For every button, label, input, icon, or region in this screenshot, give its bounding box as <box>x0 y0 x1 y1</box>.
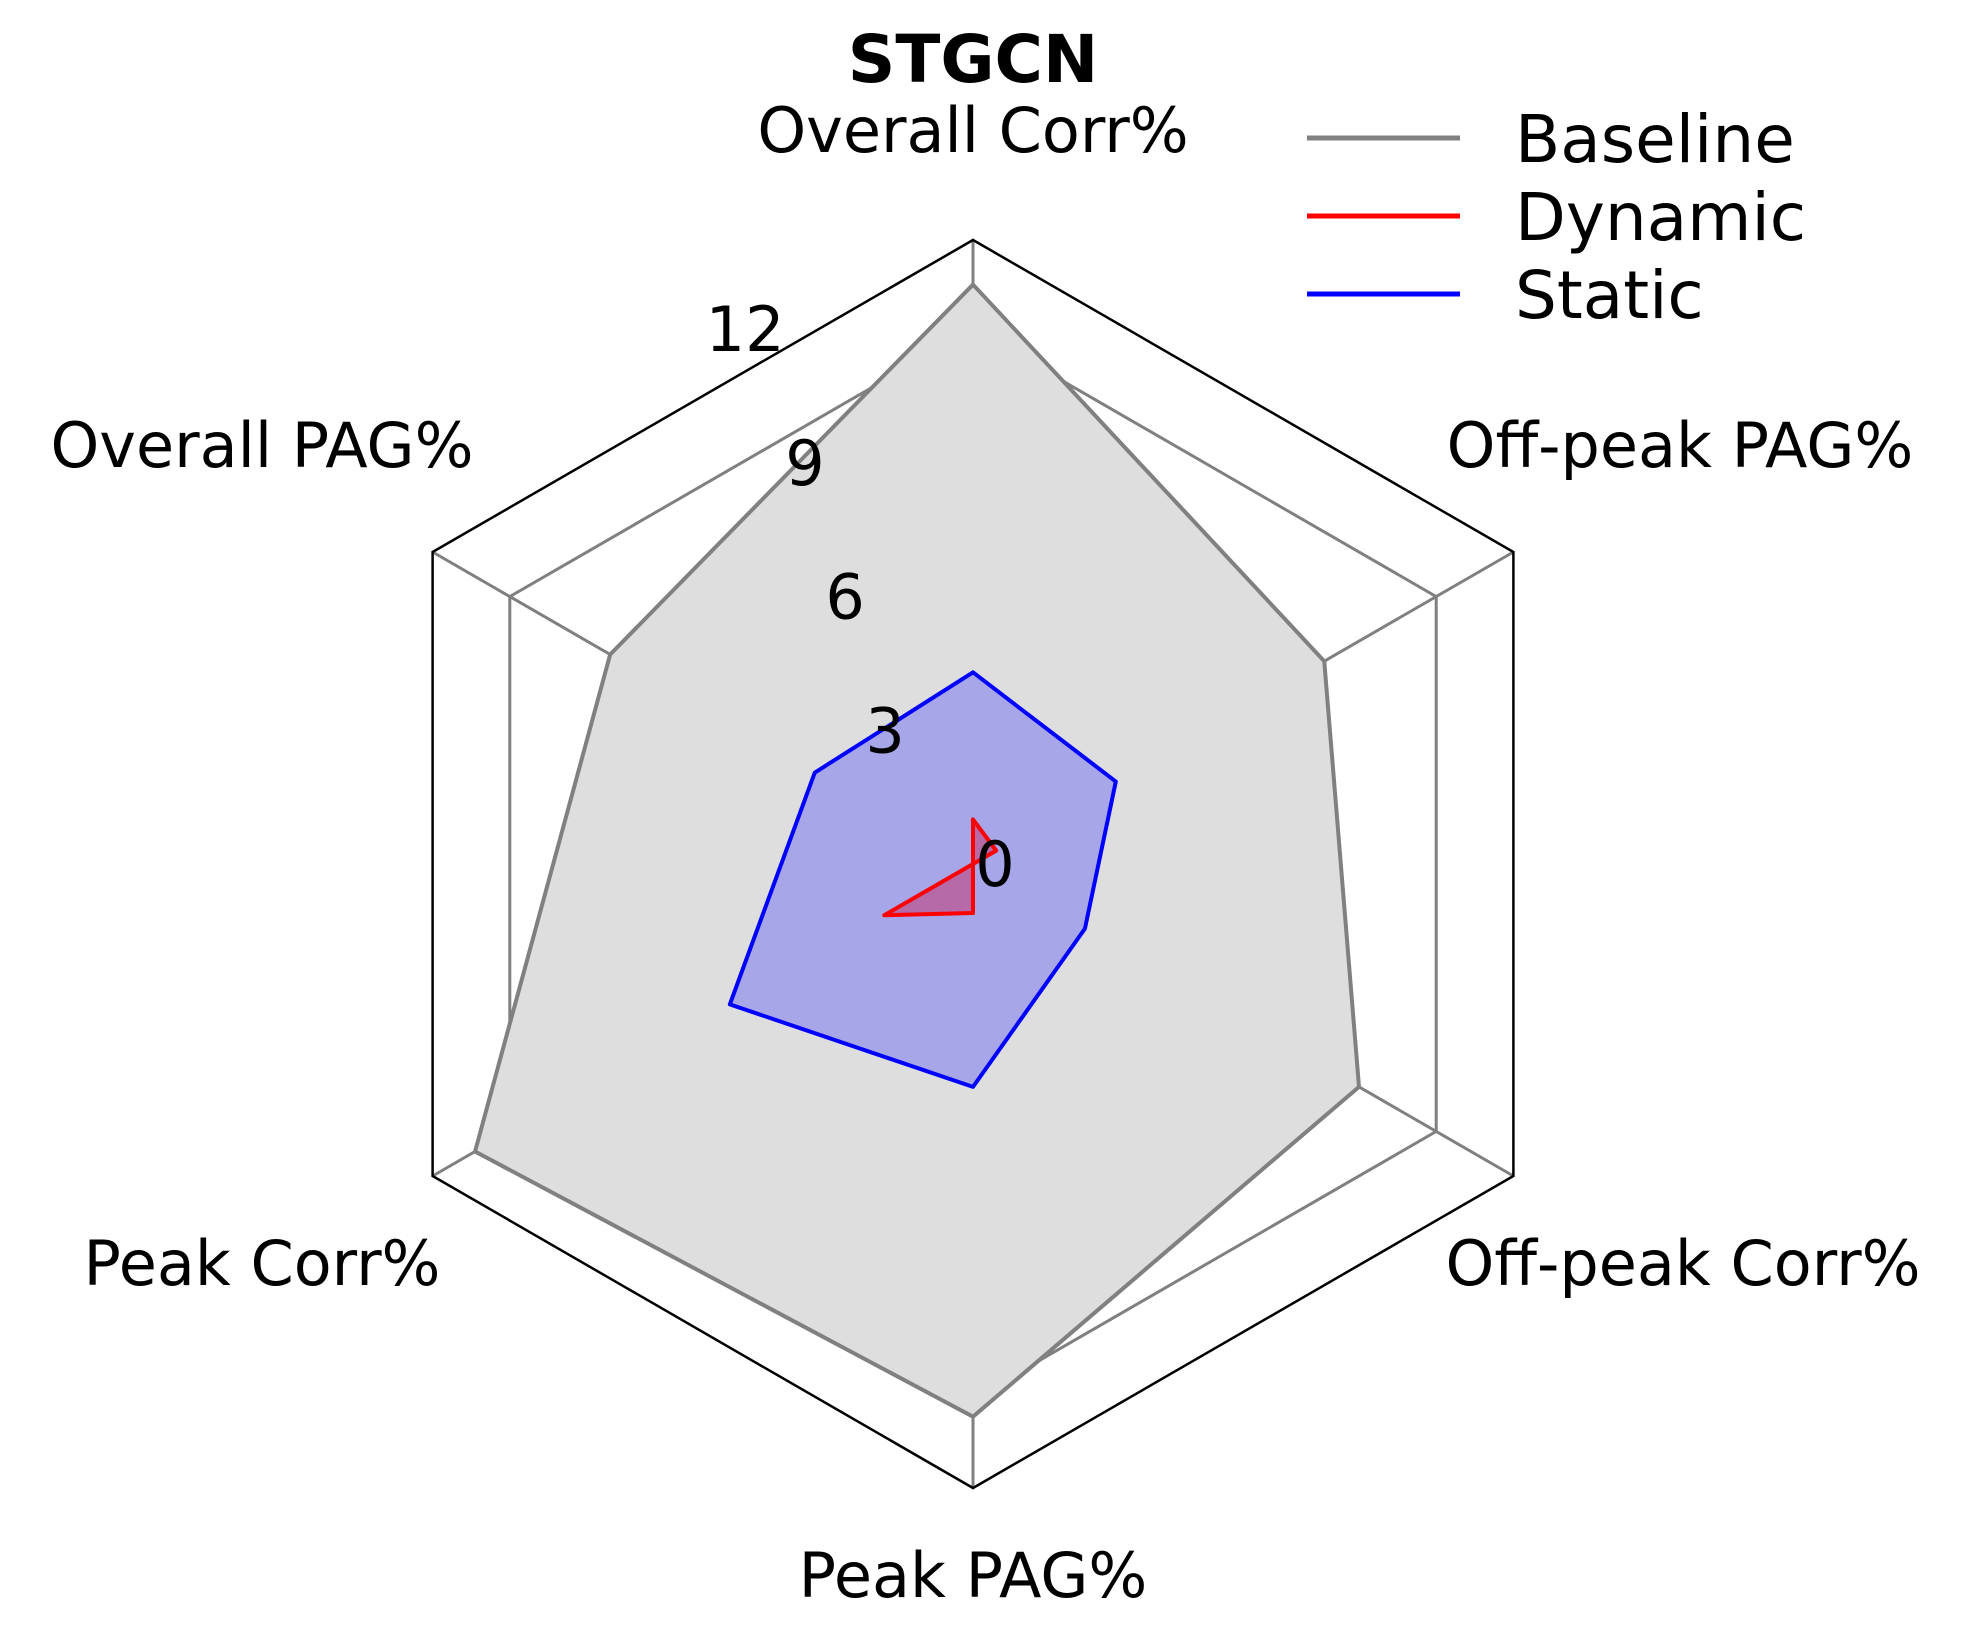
tick-label-6: 6 <box>825 561 864 634</box>
axis-label-6: Overall PAG% <box>51 409 474 482</box>
outer-frame <box>431 238 1515 1490</box>
axis-label-5: Peak Corr% <box>84 1227 441 1300</box>
tick-label-3: 3 <box>865 694 904 767</box>
tick-label-12: 12 <box>706 293 785 366</box>
static-area <box>729 672 1116 1087</box>
legend-label-baseline: Baseline <box>1515 101 1795 178</box>
tick-label-9: 9 <box>785 427 824 500</box>
axis-label-3: Off-peak Corr% <box>1445 1227 1920 1300</box>
axis-label-layer: Overall Corr% Off-peak PAG% Off-peak Corr%… <box>51 94 1921 1612</box>
tick-label-0: 0 <box>975 828 1014 901</box>
chart-title: STGCN <box>848 21 1098 98</box>
legend-label-static: Static <box>1515 257 1704 334</box>
series-layer <box>473 282 1361 1419</box>
baseline-line <box>473 282 1361 1419</box>
legend-label-dynamic: Dynamic <box>1515 179 1806 256</box>
axis-label-2: Off-peak PAG% <box>1447 409 1914 482</box>
static-line <box>727 670 1118 1089</box>
axis-label-4: Peak PAG% <box>799 1539 1148 1612</box>
dynamic-area <box>884 819 997 916</box>
dynamic-line <box>882 817 999 918</box>
axis-label-1: Overall Corr% <box>757 94 1188 167</box>
